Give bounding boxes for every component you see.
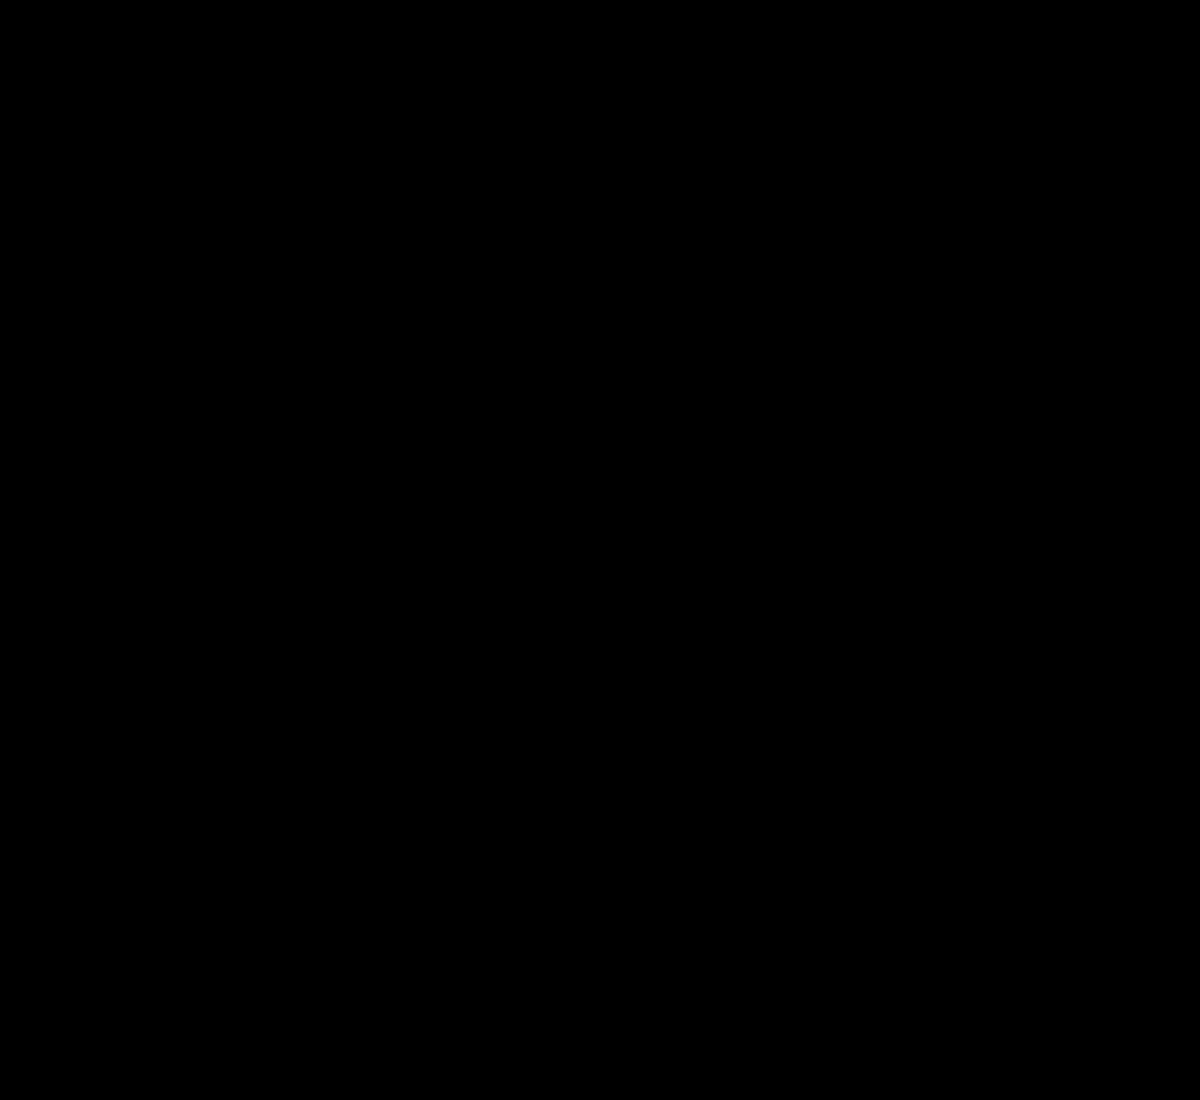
blank-screen bbox=[0, 0, 1200, 1100]
